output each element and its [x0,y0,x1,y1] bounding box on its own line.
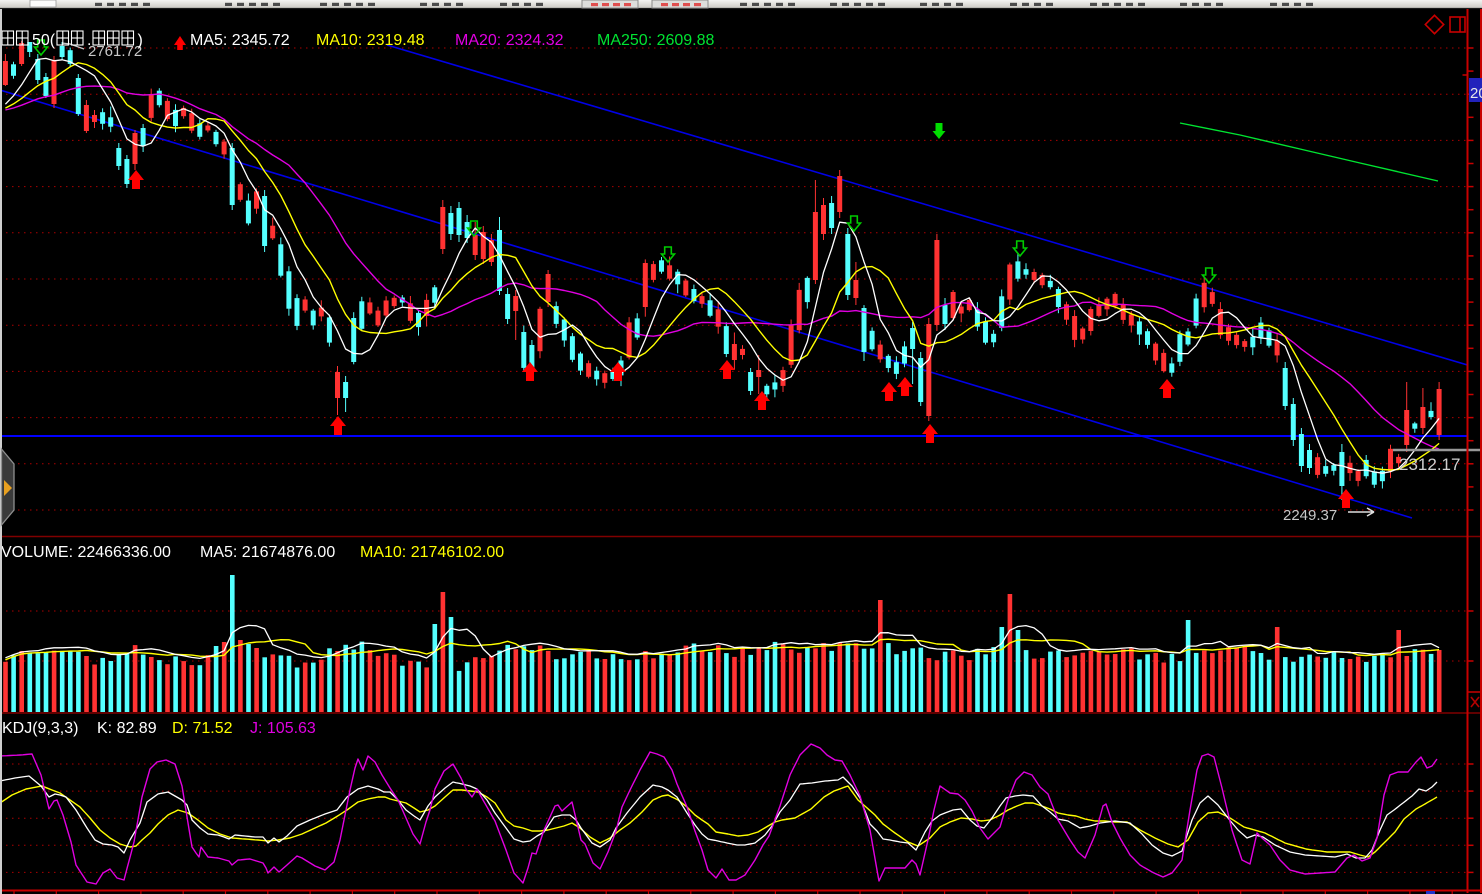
svg-text:50(: 50( [32,32,56,49]
svg-text:KDJ(9,3,3): KDJ(9,3,3) [2,720,78,737]
svg-text:.: . [87,32,91,49]
svg-text:MA10: 2319.48: MA10: 2319.48 [316,32,425,49]
svg-text:J: 105.63: J: 105.63 [250,720,316,737]
svg-text:MA250: 2609.88: MA250: 2609.88 [597,32,715,49]
svg-text:2249.37: 2249.37 [1283,507,1337,524]
svg-text:): ) [138,32,143,49]
svg-text:K: 82.89: K: 82.89 [97,720,157,737]
svg-text:2761.72: 2761.72 [88,43,142,60]
svg-text:20: 20 [1470,85,1482,102]
svg-text:MA20: 2324.32: MA20: 2324.32 [455,32,564,49]
svg-text:MA5: 21674876.00: MA5: 21674876.00 [200,544,335,561]
svg-text:MA10: 21746102.00: MA10: 21746102.00 [360,544,504,561]
svg-text:VOLUME: 22466336.00: VOLUME: 22466336.00 [1,544,171,561]
svg-text:D: 71.52: D: 71.52 [172,720,233,737]
svg-text:2312.17: 2312.17 [1399,455,1460,474]
svg-text:MA5: 2345.72: MA5: 2345.72 [190,32,290,49]
